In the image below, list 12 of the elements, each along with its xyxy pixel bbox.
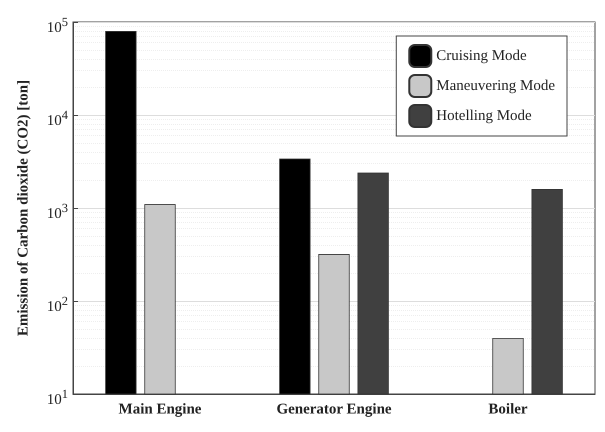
y-tick-label: 10$^{2}$ xyxy=(46,293,68,317)
legend-label: Maneuvering Mode xyxy=(436,78,556,94)
y-tick-label: 10$^{4}$ xyxy=(46,107,68,131)
y-tick-label: 10$^{3}$ xyxy=(46,200,68,224)
legend-label: Cruising Mode xyxy=(436,48,528,64)
y-tick-label: 10$^{1}$ xyxy=(46,386,68,410)
legend-label: Hotelling Mode xyxy=(436,108,532,124)
x-tick-label: Main Engine xyxy=(118,402,202,418)
x-tick-label: Boiler xyxy=(488,402,528,418)
y-axis-title: Emission of Carbon dioxide (CO2) [ton] xyxy=(16,80,32,336)
y-tick-label: 10$^{5}$ xyxy=(46,14,68,38)
x-tick-label: Generator Engine xyxy=(276,402,392,418)
